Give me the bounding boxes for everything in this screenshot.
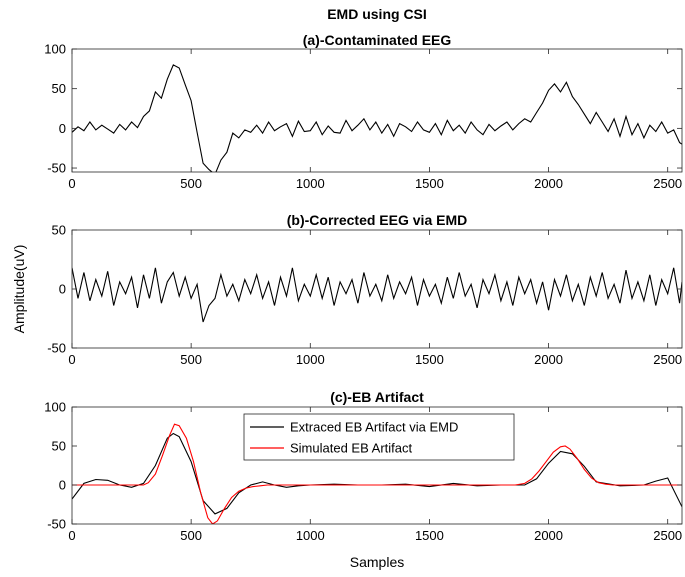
x-tick-label: 1500 — [415, 176, 444, 191]
x-tick-label: 0 — [68, 352, 75, 367]
x-tick-label: 2500 — [653, 528, 682, 543]
figure-xlabel: Samples — [350, 554, 404, 570]
y-tick-label: -50 — [47, 517, 66, 532]
y-tick-label: -50 — [47, 341, 66, 356]
x-tick-label: 0 — [68, 176, 75, 191]
x-tick-label: 1000 — [296, 352, 325, 367]
legend-label: Extraced EB Artifact via EMD — [290, 420, 458, 435]
x-tick-label: 1000 — [296, 176, 325, 191]
x-tick-label: 2500 — [653, 176, 682, 191]
subplot-title: (b)-Corrected EEG via EMD — [287, 212, 467, 228]
figure-ylabel: Amplitude(uV) — [11, 245, 27, 334]
series-line-1 — [72, 267, 682, 323]
axes-box — [71, 406, 683, 525]
y-tick-label: 100 — [44, 400, 66, 415]
y-tick-label: 50 — [52, 81, 66, 96]
series-line-2 — [72, 423, 682, 524]
y-tick-label: 0 — [59, 282, 66, 297]
x-tick-label: 1500 — [415, 352, 444, 367]
y-tick-label: -50 — [47, 161, 66, 176]
x-tick-label: 2000 — [534, 528, 563, 543]
x-tick-label: 500 — [180, 352, 202, 367]
series-line-1 — [72, 64, 682, 172]
x-tick-label: 2000 — [534, 352, 563, 367]
subplot-title: (a)-Contaminated EEG — [303, 32, 452, 48]
axes-box — [71, 48, 683, 173]
legend-box — [243, 413, 515, 461]
y-tick-label: 50 — [52, 223, 66, 238]
x-tick-label: 0 — [68, 528, 75, 543]
x-tick-label: 1000 — [296, 528, 325, 543]
subplot-title: (c)-EB Artifact — [330, 389, 424, 405]
x-tick-label: 2500 — [653, 352, 682, 367]
x-tick-label: 1500 — [415, 528, 444, 543]
y-tick-label: 0 — [59, 478, 66, 493]
y-tick-label: 0 — [59, 121, 66, 136]
legend: Extraced EB Artifact via EMD Simulated EB… — [243, 413, 515, 461]
x-tick-label: 2000 — [534, 176, 563, 191]
legend-label: Simulated EB Artifact — [290, 441, 412, 456]
figure-suptitle: EMD using CSI — [327, 6, 427, 22]
x-tick-label: 500 — [180, 528, 202, 543]
y-tick-label: 100 — [44, 42, 66, 57]
y-tick-label: 50 — [52, 439, 66, 454]
x-tick-label: 500 — [180, 176, 202, 191]
